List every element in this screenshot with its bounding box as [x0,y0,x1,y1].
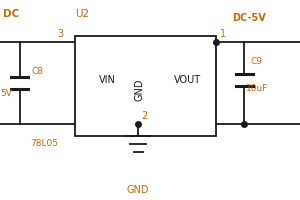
Text: GND: GND [134,79,145,101]
Text: DC: DC [3,9,19,19]
Text: GND: GND [127,185,149,195]
Text: C9: C9 [250,58,262,66]
Text: 3: 3 [57,29,63,39]
Text: VIN: VIN [99,75,116,85]
Text: 2: 2 [141,111,147,121]
Text: C8: C8 [32,66,44,75]
Text: 5V: 5V [0,88,12,98]
Bar [75,36,216,136]
Text: VOUT: VOUT [174,75,201,85]
Text: 10uF: 10uF [246,84,268,92]
Text: 1: 1 [220,29,226,39]
Text: U2: U2 [75,9,89,19]
Text: DC-5V: DC-5V [232,13,266,23]
Text: 78L05: 78L05 [30,140,58,148]
